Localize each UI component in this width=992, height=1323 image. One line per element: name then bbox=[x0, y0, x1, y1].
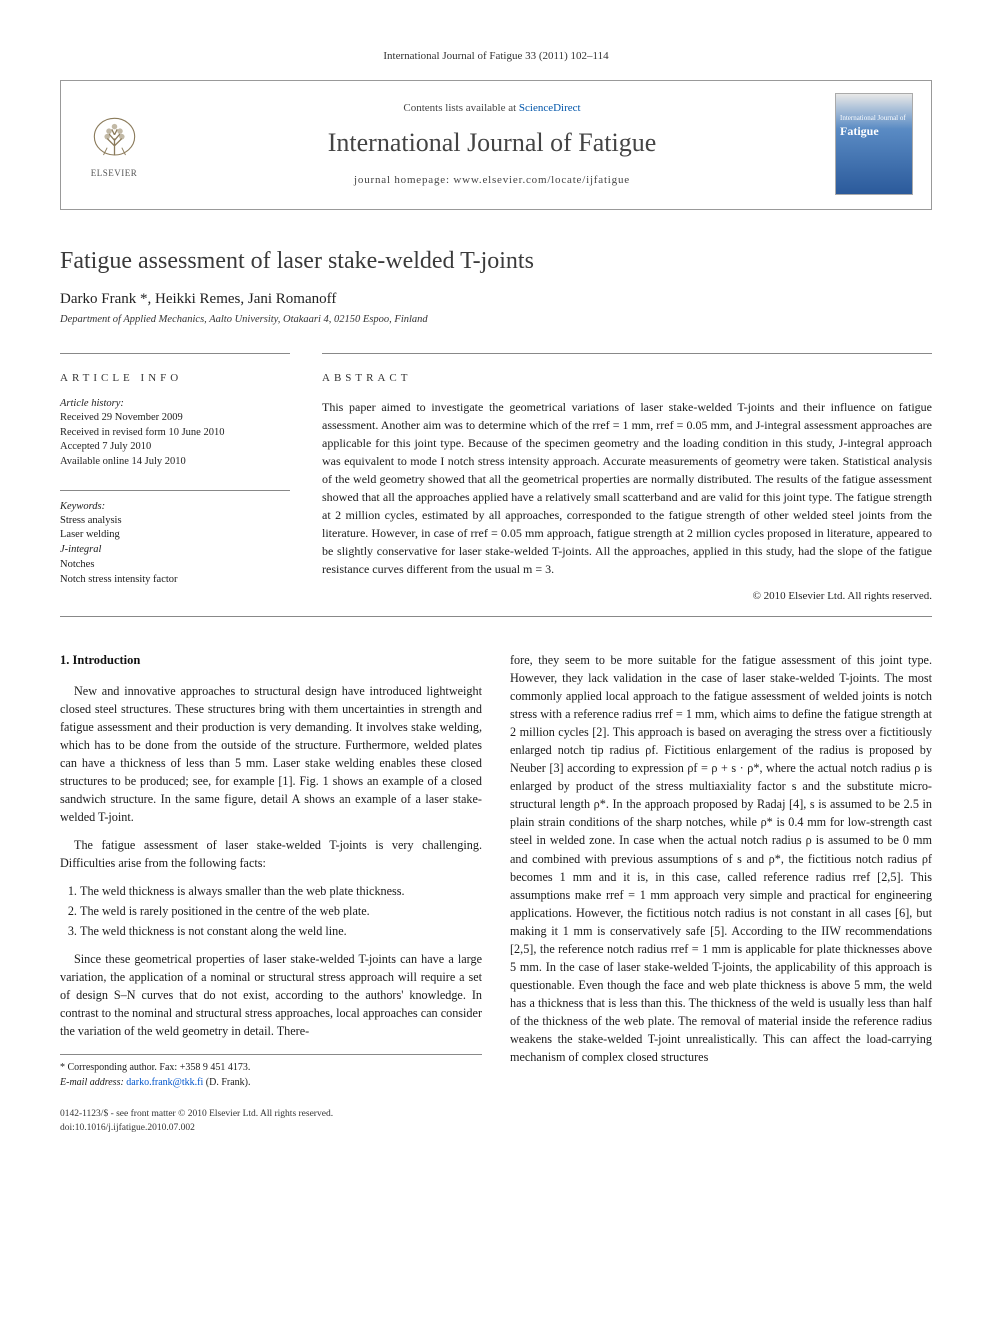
email-line: E-mail address: darko.frank@tkk.fi (D. F… bbox=[60, 1076, 482, 1090]
list-item: The weld thickness is always smaller tha… bbox=[80, 882, 482, 900]
keyword-item: J-integral bbox=[60, 543, 290, 558]
journal-name: International Journal of Fatigue bbox=[159, 128, 825, 158]
sciencedirect-link[interactable]: ScienceDirect bbox=[519, 102, 581, 114]
list-item: The weld is rarely positioned in the cen… bbox=[80, 902, 482, 920]
journal-header-box: ELSEVIER Contents lists available at Sci… bbox=[60, 80, 932, 210]
history-label: Article history: bbox=[60, 398, 290, 409]
body-paragraph: New and innovative approaches to structu… bbox=[60, 682, 482, 826]
keyword-item: Notches bbox=[60, 558, 290, 573]
list-item: The weld thickness is not constant along… bbox=[80, 922, 482, 940]
journal-homepage-line: journal homepage: www.elsevier.com/locat… bbox=[159, 174, 825, 186]
abstract-copyright: © 2010 Elsevier Ltd. All rights reserved… bbox=[322, 590, 932, 602]
doi-line: doi:10.1016/j.ijfatigue.2010.07.002 bbox=[60, 1122, 482, 1135]
article-info-label: ARTICLE INFO bbox=[60, 372, 290, 384]
history-online: Available online 14 July 2010 bbox=[60, 455, 290, 470]
elsevier-logo: ELSEVIER bbox=[79, 104, 149, 184]
keyword-item: Laser welding bbox=[60, 528, 290, 543]
cover-big-title: Fatigue bbox=[840, 124, 879, 139]
elsevier-tree-icon bbox=[87, 111, 142, 166]
contents-prefix: Contents lists available at bbox=[403, 102, 518, 114]
email-address-link[interactable]: darko.frank@tkk.fi bbox=[126, 1077, 203, 1088]
corresponding-author-line: * Corresponding author. Fax: +358 9 451 … bbox=[60, 1061, 482, 1075]
body-two-column: 1. Introduction New and innovative appro… bbox=[60, 651, 932, 1135]
homepage-url[interactable]: www.elsevier.com/locate/ijfatigue bbox=[453, 174, 630, 186]
doi-block: 0142-1123/$ - see front matter © 2010 El… bbox=[60, 1108, 482, 1135]
body-paragraph: The fatigue assessment of laser stake-we… bbox=[60, 836, 482, 872]
body-right-column: fore, they seem to be more suitable for … bbox=[510, 651, 932, 1135]
history-received: Received 29 November 2009 bbox=[60, 411, 290, 426]
email-suffix: (D. Frank). bbox=[203, 1077, 250, 1088]
front-matter-line: 0142-1123/$ - see front matter © 2010 El… bbox=[60, 1108, 482, 1121]
authors-line: Darko Frank *, Heikki Remes, Jani Romano… bbox=[60, 291, 932, 308]
body-paragraph: Since these geometrical properties of la… bbox=[60, 950, 482, 1040]
keyword-item: Notch stress intensity factor bbox=[60, 573, 290, 588]
footnotes-block: * Corresponding author. Fax: +358 9 451 … bbox=[60, 1054, 482, 1090]
history-revised: Received in revised form 10 June 2010 bbox=[60, 426, 290, 441]
numbered-list: The weld thickness is always smaller tha… bbox=[80, 882, 482, 940]
abstract-label: ABSTRACT bbox=[322, 372, 932, 384]
abstract-text: This paper aimed to investigate the geom… bbox=[322, 398, 932, 578]
abstract-column: ABSTRACT This paper aimed to investigate… bbox=[322, 353, 932, 602]
email-label: E-mail address: bbox=[60, 1077, 126, 1088]
affiliation-line: Department of Applied Mechanics, Aalto U… bbox=[60, 314, 932, 325]
keyword-item: Stress analysis bbox=[60, 514, 290, 529]
cover-small-title: International Journal of bbox=[840, 114, 908, 122]
journal-cover-thumbnail: International Journal of Fatigue bbox=[835, 93, 913, 195]
publisher-name: ELSEVIER bbox=[91, 168, 138, 178]
article-info-column: ARTICLE INFO Article history: Received 2… bbox=[60, 353, 290, 602]
contents-available-line: Contents lists available at ScienceDirec… bbox=[159, 102, 825, 114]
body-left-column: 1. Introduction New and innovative appro… bbox=[60, 651, 482, 1135]
keywords-label: Keywords: bbox=[60, 501, 290, 512]
homepage-prefix: journal homepage: bbox=[354, 174, 453, 186]
keywords-block: Keywords: Stress analysis Laser welding … bbox=[60, 490, 290, 587]
body-paragraph: fore, they seem to be more suitable for … bbox=[510, 651, 932, 1066]
citation-line: International Journal of Fatigue 33 (201… bbox=[60, 50, 932, 62]
history-accepted: Accepted 7 July 2010 bbox=[60, 440, 290, 455]
article-title: Fatigue assessment of laser stake-welded… bbox=[60, 248, 932, 275]
section-heading-intro: 1. Introduction bbox=[60, 651, 482, 670]
